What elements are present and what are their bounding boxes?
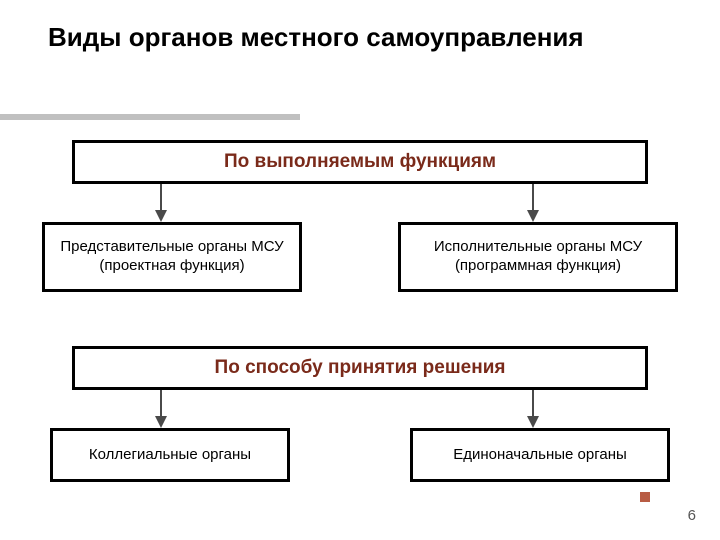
section1-header: По выполняемым функциям (72, 140, 648, 184)
page-number: 6 (688, 507, 696, 524)
section1-left-text: Представительные органы МСУ (проектная ф… (53, 238, 291, 276)
accent-square (640, 492, 650, 502)
arrow-s1-right (526, 184, 540, 222)
section1-right-box: Исполнительные органы МСУ (программная ф… (398, 222, 678, 292)
arrow-s1-left (154, 184, 168, 222)
section1-left-box: Представительные органы МСУ (проектная ф… (42, 222, 302, 292)
arrow-s2-right (526, 390, 540, 428)
section2-right-text: Единоначальные органы (453, 446, 627, 465)
arrow-s2-left (154, 390, 168, 428)
section2-left-text: Коллегиальные органы (89, 446, 251, 465)
title-underline (0, 114, 300, 120)
section2-left-box: Коллегиальные органы (50, 428, 290, 482)
section2-right-box: Единоначальные органы (410, 428, 670, 482)
slide-title: Виды органов местного самоуправления (48, 22, 584, 53)
section1-right-text: Исполнительные органы МСУ (программная ф… (409, 238, 667, 276)
section2-header: По способу принятия решения (72, 346, 648, 390)
section1-header-text: По выполняемым функциям (224, 151, 496, 173)
section2-header-text: По способу принятия решения (215, 357, 506, 379)
